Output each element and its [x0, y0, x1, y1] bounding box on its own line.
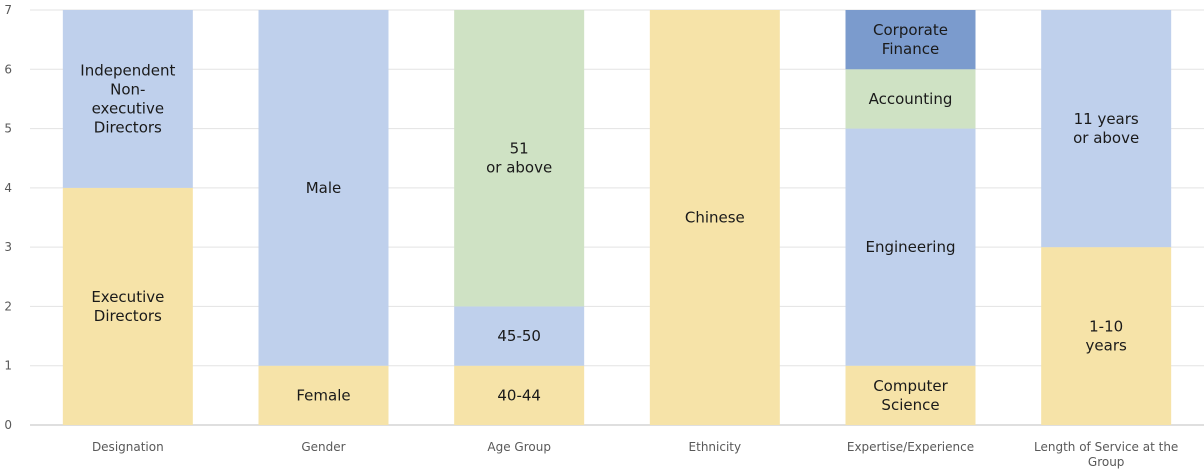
bars	[62, 10, 1172, 425]
segment-label: Corporate Finance	[873, 21, 948, 58]
bar-segment	[845, 69, 976, 129]
segment-labels: Executive Directors Independent Non-executi…	[80, 21, 1139, 414]
x-category-label: Designation	[92, 440, 164, 454]
bar-segment	[454, 365, 585, 425]
x-axis: Designation Gender Age Group Ethnicity Exper…	[92, 440, 1178, 469]
segment-label: Engineering	[866, 238, 956, 256]
segment-label: Independent Non-executive Directors	[80, 61, 175, 136]
y-tick-label: 1	[4, 359, 12, 373]
bar-segment	[62, 10, 193, 188]
gridlines	[30, 9, 1204, 426]
bar-segment	[1041, 247, 1172, 425]
bar-segment	[258, 365, 389, 425]
y-tick-label: 4	[4, 181, 12, 195]
segment-label: Computer Science	[873, 377, 948, 414]
segment-label: Male	[306, 179, 342, 197]
segment-label: Female	[296, 386, 350, 404]
segment-label: 1-10 years	[1086, 318, 1127, 355]
x-category-label: Age Group	[487, 440, 551, 454]
segment-label: Executive Directors	[91, 288, 164, 325]
y-tick-label: 2	[4, 299, 12, 313]
bar-segment	[258, 10, 389, 366]
bar-segment	[1041, 10, 1172, 248]
bar-segment	[845, 128, 976, 366]
segment-label: 45-50	[497, 327, 541, 345]
segment-label: 40-44	[497, 386, 541, 404]
x-category-label: Gender	[301, 440, 345, 454]
y-tick-label: 3	[4, 240, 12, 254]
x-category-label: Ethnicity	[689, 440, 742, 454]
x-category-label: Expertise/Experience	[847, 440, 974, 454]
y-tick-label: 5	[4, 122, 12, 136]
segment-label: Accounting	[869, 90, 953, 108]
segment-label: 51 or above	[486, 140, 552, 177]
bar-segment	[649, 10, 780, 425]
bar-segment	[845, 10, 976, 70]
x-category-label: Length of Service at the Group	[1034, 440, 1178, 469]
y-axis: 0 1 2 3 4 5 6 7	[4, 3, 12, 432]
y-tick-label: 0	[4, 418, 12, 432]
bar-segment	[454, 306, 585, 366]
y-tick-label: 7	[4, 3, 12, 17]
segment-label: 11 years or above	[1073, 110, 1139, 147]
bar-segment	[62, 187, 193, 425]
bar-segment	[454, 10, 585, 307]
segment-label: Chinese	[685, 209, 745, 227]
y-tick-label: 6	[4, 62, 12, 76]
bar-segment	[845, 365, 976, 425]
